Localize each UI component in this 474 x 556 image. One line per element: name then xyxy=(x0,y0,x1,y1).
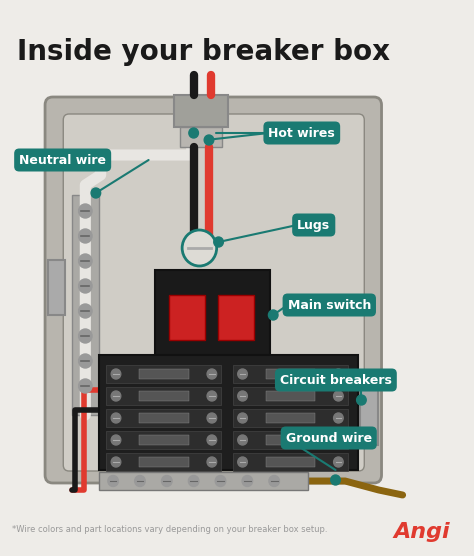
Circle shape xyxy=(79,254,92,268)
Circle shape xyxy=(207,457,217,467)
Bar xyxy=(106,365,221,383)
Bar xyxy=(233,431,348,449)
Text: *Wire colors and part locations vary depending on your breaker box setup.: *Wire colors and part locations vary dep… xyxy=(11,525,327,534)
Bar xyxy=(141,370,285,400)
Circle shape xyxy=(238,369,247,379)
Bar xyxy=(139,369,189,379)
Bar xyxy=(106,453,221,471)
Bar xyxy=(72,195,99,415)
Circle shape xyxy=(111,457,121,467)
Circle shape xyxy=(108,475,118,486)
Circle shape xyxy=(334,369,343,379)
Circle shape xyxy=(135,475,145,486)
Circle shape xyxy=(334,457,343,467)
Bar xyxy=(155,270,270,370)
Circle shape xyxy=(207,369,217,379)
Circle shape xyxy=(204,135,214,145)
Text: Angi: Angi xyxy=(393,522,450,542)
Circle shape xyxy=(79,279,92,293)
Bar xyxy=(265,457,315,467)
Circle shape xyxy=(356,395,366,405)
Bar xyxy=(233,387,348,405)
Circle shape xyxy=(334,413,343,423)
Bar xyxy=(233,365,348,383)
Bar xyxy=(265,435,315,445)
Bar xyxy=(233,453,348,471)
Circle shape xyxy=(162,475,172,486)
Bar xyxy=(265,413,315,423)
Text: Lugs: Lugs xyxy=(297,219,330,231)
Circle shape xyxy=(238,457,247,467)
Circle shape xyxy=(111,369,121,379)
Bar xyxy=(99,472,308,490)
Circle shape xyxy=(79,304,92,318)
Bar xyxy=(139,435,189,445)
Bar xyxy=(139,391,189,401)
Text: Neutral wire: Neutral wire xyxy=(19,153,106,166)
Bar xyxy=(106,409,221,427)
Circle shape xyxy=(207,391,217,401)
Bar xyxy=(174,95,228,127)
Circle shape xyxy=(79,229,92,243)
Text: Main switch: Main switch xyxy=(288,299,371,311)
Circle shape xyxy=(207,413,217,423)
Circle shape xyxy=(215,475,226,486)
Circle shape xyxy=(334,391,343,401)
Circle shape xyxy=(331,475,340,485)
Circle shape xyxy=(269,475,280,486)
Circle shape xyxy=(238,413,247,423)
Bar xyxy=(233,409,348,427)
Circle shape xyxy=(79,379,92,393)
Circle shape xyxy=(111,391,121,401)
Circle shape xyxy=(268,310,278,320)
Circle shape xyxy=(189,128,199,138)
Bar xyxy=(139,413,189,423)
Circle shape xyxy=(111,413,121,423)
FancyBboxPatch shape xyxy=(45,97,382,483)
Circle shape xyxy=(242,475,253,486)
Circle shape xyxy=(79,329,92,343)
Circle shape xyxy=(111,435,121,445)
Circle shape xyxy=(91,188,100,198)
Text: Hot wires: Hot wires xyxy=(268,127,335,140)
Circle shape xyxy=(334,435,343,445)
Circle shape xyxy=(79,354,92,368)
Circle shape xyxy=(79,204,92,218)
Circle shape xyxy=(182,230,217,266)
FancyBboxPatch shape xyxy=(63,114,365,471)
Bar xyxy=(169,295,205,340)
Circle shape xyxy=(207,435,217,445)
Text: Ground wire: Ground wire xyxy=(286,431,372,444)
Bar xyxy=(106,387,221,405)
Text: Inside your breaker box: Inside your breaker box xyxy=(17,38,390,66)
Bar xyxy=(48,260,65,315)
Bar xyxy=(106,431,221,449)
Bar xyxy=(218,295,254,340)
Circle shape xyxy=(188,475,199,486)
Bar xyxy=(139,457,189,467)
Bar xyxy=(99,355,357,470)
Circle shape xyxy=(238,391,247,401)
Bar xyxy=(265,369,315,379)
Circle shape xyxy=(214,237,223,247)
Circle shape xyxy=(238,435,247,445)
Bar xyxy=(265,391,315,401)
Text: Circuit breakers: Circuit breakers xyxy=(280,374,392,386)
Bar xyxy=(180,127,222,147)
Bar xyxy=(360,390,378,445)
